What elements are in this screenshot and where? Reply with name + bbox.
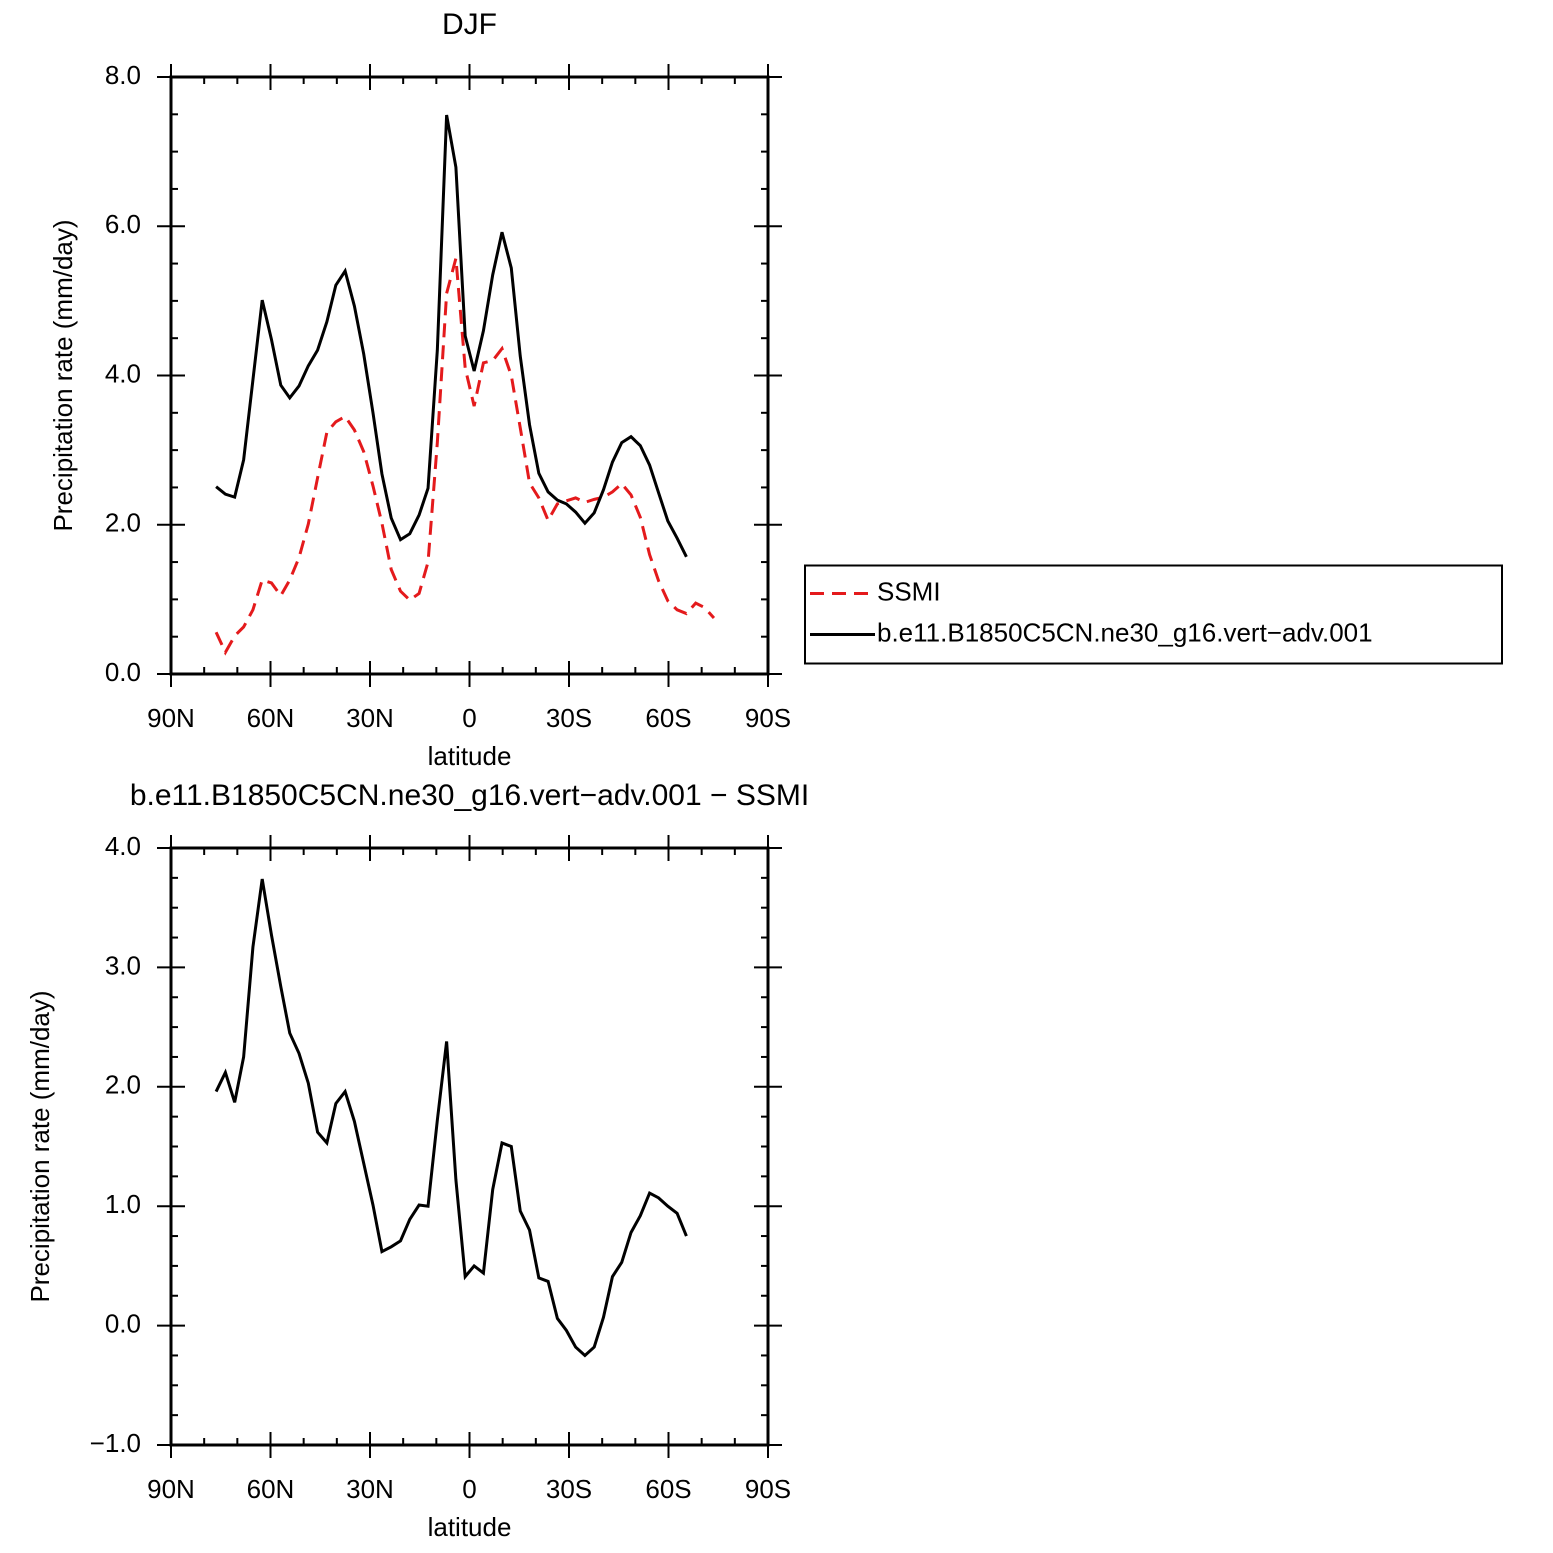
y-tick-label: 0.0 bbox=[105, 657, 141, 687]
x-tick-label: 90N bbox=[147, 703, 195, 733]
y-tick-label: 0.0 bbox=[105, 1308, 141, 1338]
x-axis-label: latitude bbox=[428, 1512, 512, 1542]
y-tick-label: 2.0 bbox=[105, 508, 141, 538]
y-tick-label: 4.0 bbox=[105, 358, 141, 388]
chart-title: DJF bbox=[442, 8, 497, 41]
x-tick-label: 90N bbox=[147, 1474, 195, 1504]
x-tick-label: 60N bbox=[247, 703, 295, 733]
legend-label: SSMI bbox=[877, 576, 941, 606]
y-axis-label: Precipitation rate (mm/day) bbox=[48, 219, 78, 531]
x-tick-label: 60S bbox=[645, 1474, 691, 1504]
y-tick-label: 8.0 bbox=[105, 60, 141, 90]
data-line bbox=[215, 114, 688, 558]
x-tick-label: 30S bbox=[546, 703, 592, 733]
y-tick-label: −1.0 bbox=[90, 1428, 141, 1458]
legend-label: b.e11.B1850C5CN.ne30_g16.vert−adv.001 bbox=[877, 617, 1373, 647]
x-tick-label: 90S bbox=[745, 1474, 791, 1504]
data-line bbox=[214, 878, 688, 1358]
plot-frame bbox=[169, 846, 770, 1447]
y-tick-label: 6.0 bbox=[105, 209, 141, 239]
y-axis-label: Precipitation rate (mm/day) bbox=[25, 990, 55, 1302]
x-tick-label: 30S bbox=[546, 1474, 592, 1504]
x-tick-label: 30N bbox=[346, 1474, 394, 1504]
data-line bbox=[214, 257, 716, 656]
x-tick-label: 60N bbox=[247, 1474, 295, 1504]
x-axis-label: latitude bbox=[428, 741, 512, 771]
x-tick-label: 30N bbox=[346, 703, 394, 733]
legend-box bbox=[804, 564, 1503, 665]
x-tick-label: 60S bbox=[645, 703, 691, 733]
x-tick-label: 0 bbox=[462, 1474, 476, 1504]
x-tick-label: 0 bbox=[462, 703, 476, 733]
y-tick-label: 4.0 bbox=[105, 831, 141, 861]
y-tick-label: 1.0 bbox=[105, 1189, 141, 1219]
y-tick-label: 3.0 bbox=[105, 950, 141, 980]
x-tick-label: 90S bbox=[745, 703, 791, 733]
y-tick-label: 2.0 bbox=[105, 1070, 141, 1100]
chart-title: b.e11.B1850C5CN.ne30_g16.vert−adv.001 − … bbox=[130, 779, 809, 812]
